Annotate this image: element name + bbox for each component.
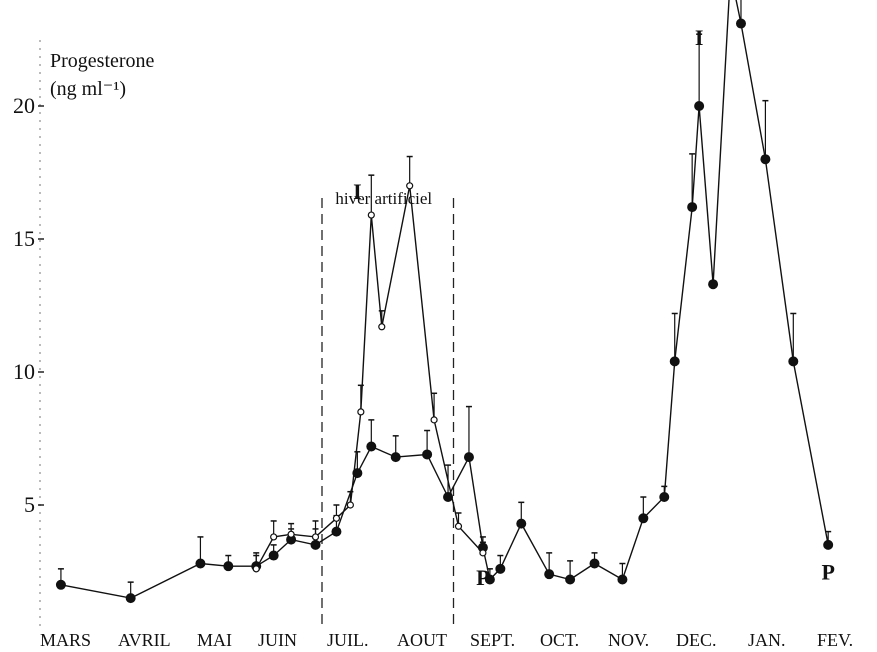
- month-label: OCT.: [540, 630, 579, 650]
- data-point-filled: [638, 513, 649, 524]
- annotation-p: P: [821, 559, 834, 584]
- data-point-open: [406, 182, 414, 190]
- y-tick-label: 5: [24, 492, 35, 517]
- data-point-filled: [55, 579, 66, 590]
- data-point-filled: [484, 574, 495, 585]
- data-point-open: [367, 211, 375, 219]
- data-point-open: [479, 549, 487, 557]
- month-label: MARS: [40, 630, 91, 650]
- data-point-filled: [669, 356, 680, 367]
- month-label: FEV.: [817, 630, 853, 650]
- data-point-filled: [366, 441, 377, 452]
- data-point-filled: [617, 574, 628, 585]
- month-label: AVRIL: [118, 630, 171, 650]
- annotation-p: P: [476, 565, 489, 590]
- data-point-filled: [310, 539, 321, 550]
- data-point-open: [311, 533, 320, 541]
- data-point-open: [332, 514, 341, 522]
- series-layer: [55, 0, 834, 604]
- data-point-filled: [589, 558, 600, 569]
- month-label: DEC.: [676, 630, 717, 650]
- annotation-i: I: [695, 25, 704, 50]
- y-tick-label: 10: [13, 359, 35, 384]
- month-label: MAI: [197, 630, 232, 650]
- y-axis-label: Progesterone: [50, 50, 155, 72]
- data-point-filled: [443, 492, 454, 503]
- data-point-filled: [823, 539, 834, 550]
- data-point-open: [270, 533, 278, 541]
- data-point-filled: [125, 593, 136, 604]
- y-tick-label: 15: [13, 226, 35, 251]
- artificial-winter-layer: hiver artificiel: [321, 189, 455, 630]
- data-point-filled: [694, 101, 705, 111]
- data-point-filled: [687, 202, 698, 213]
- data-point-filled: [659, 492, 670, 503]
- data-point-open: [430, 416, 438, 424]
- data-point-filled: [760, 154, 771, 165]
- month-label: JUIN: [258, 630, 297, 650]
- data-point-filled: [788, 356, 799, 367]
- month-label: NOV.: [608, 630, 649, 650]
- month-label: SEPT.: [470, 630, 515, 650]
- data-point-filled: [463, 452, 474, 463]
- data-point-filled: [565, 574, 576, 585]
- y-axis-label: (ng ml⁻¹): [50, 78, 126, 100]
- series-line-1: [60, 0, 829, 599]
- month-label: JAN.: [748, 630, 786, 650]
- month-label: JUIL.: [327, 630, 369, 650]
- data-point-filled: [390, 452, 401, 463]
- annotation-layer: I P I P: [353, 25, 835, 590]
- data-point-filled: [422, 449, 433, 460]
- data-point-filled: [331, 526, 342, 537]
- data-point-filled: [495, 563, 506, 574]
- data-point-filled: [735, 18, 746, 29]
- data-point-open: [287, 530, 295, 538]
- data-point-open: [357, 408, 365, 416]
- data-point-filled: [195, 558, 206, 569]
- data-point-filled: [352, 468, 363, 479]
- data-point-open: [346, 501, 354, 509]
- data-point-open: [378, 323, 386, 331]
- data-point-filled: [708, 279, 719, 290]
- data-point-open: [252, 565, 260, 573]
- data-point-filled: [268, 550, 279, 561]
- axes-layer: [38, 40, 44, 628]
- series-line-2: [255, 185, 484, 570]
- annotation-i: I: [353, 179, 362, 204]
- data-point-filled: [544, 569, 555, 580]
- data-point-filled: [516, 518, 527, 529]
- month-label: AOUT: [397, 630, 447, 650]
- data-point-open: [454, 522, 463, 530]
- y-tick-label: 20: [13, 93, 35, 118]
- data-point-filled: [223, 561, 234, 572]
- artificial-winter-label: hiver artificiel: [335, 189, 432, 208]
- label-layer: 510152025Progesterone(ng ml⁻¹)MARSAVRILM…: [13, 50, 853, 650]
